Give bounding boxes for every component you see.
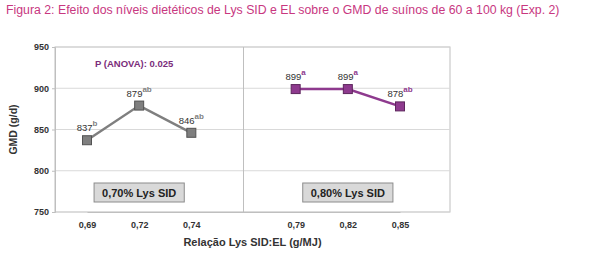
x-tick-label: 0,74 xyxy=(183,220,201,230)
grid-line xyxy=(55,47,450,48)
x-axis-line xyxy=(88,212,401,213)
significance-letter: ab xyxy=(403,85,412,94)
y-tick: 850 xyxy=(34,125,55,135)
data-label: 879 xyxy=(127,88,143,99)
data-label-group: 837b xyxy=(77,119,98,133)
marks xyxy=(83,85,405,145)
x-axis: 0,69 0,72 0,74 0,79 0,82 0,85 xyxy=(79,212,410,230)
annotation: P (ANOVA): 0.025 xyxy=(95,58,174,69)
marker xyxy=(135,101,144,110)
x-tick-label: 0,85 xyxy=(392,220,410,230)
y-axis-line xyxy=(52,48,56,213)
y-tick: 900 xyxy=(34,84,55,94)
significance-letter: a xyxy=(301,68,306,77)
series-line xyxy=(87,106,191,141)
y-tick-mark xyxy=(52,47,55,48)
marker xyxy=(343,85,352,94)
y-tick-label: 850 xyxy=(34,125,49,135)
x-tick: 0,72 xyxy=(131,212,149,230)
x-tick: 0,82 xyxy=(340,212,358,230)
series-name: 0,80% Lys SID xyxy=(311,187,385,199)
y-tick-mark xyxy=(52,88,55,89)
x-tick-label: 0,79 xyxy=(287,220,305,230)
x-tick: 0,69 xyxy=(79,212,97,230)
label-box xyxy=(303,183,393,202)
x-tick: 0,74 xyxy=(183,212,201,230)
labels: 837b879ab846ab899a899a878ab xyxy=(77,68,413,133)
grid xyxy=(55,47,450,212)
y-tick: 750 xyxy=(34,207,55,217)
significance-letter: ab xyxy=(142,85,151,94)
significance-letter: a xyxy=(354,68,359,77)
data-label-group: 879ab xyxy=(127,85,152,99)
x-tick-label: 0,72 xyxy=(131,220,149,230)
y-tick-mark xyxy=(52,212,55,213)
y-axis-title: GMD (g/d) xyxy=(7,104,19,154)
data-label: 837 xyxy=(77,122,93,133)
y-tick-mark xyxy=(52,130,55,131)
label-box xyxy=(94,183,184,202)
y-tick-label: 750 xyxy=(34,207,49,217)
data-label-group: 899a xyxy=(338,68,359,82)
y-axis: 750 800 850 900 950 xyxy=(34,42,56,217)
group-separator xyxy=(243,47,244,212)
data-label-group: 846ab xyxy=(179,112,204,126)
y-tick: 800 xyxy=(34,166,55,176)
x-tick-label: 0,69 xyxy=(79,220,97,230)
data-label: 899 xyxy=(338,71,354,82)
y-tick-mark xyxy=(52,171,55,172)
series-label-box: 0,80% Lys SID xyxy=(303,183,393,202)
x-tick: 0,79 xyxy=(287,212,305,230)
title: Figura 2: Efeito dos níveis dietéticos d… xyxy=(6,3,559,17)
data-label-group: 878ab xyxy=(387,85,412,99)
series-name: 0,70% Lys SID xyxy=(102,187,176,199)
chart: Figura 2: Efeito dos níveis dietéticos d… xyxy=(0,0,600,262)
x-tick: 0,85 xyxy=(392,212,410,230)
grid-line xyxy=(55,212,450,213)
marker xyxy=(187,128,196,137)
marker xyxy=(396,102,405,111)
data-label: 899 xyxy=(286,71,302,82)
data-label: 846 xyxy=(179,115,195,126)
grid-line xyxy=(55,170,450,171)
series-label-box: 0,70% Lys SID xyxy=(94,183,184,202)
x-tick-label: 0,82 xyxy=(340,220,358,230)
significance-letter: ab xyxy=(195,112,204,121)
data-label: 878 xyxy=(387,88,403,99)
y-tick-label: 950 xyxy=(34,42,49,52)
plot-frame xyxy=(55,47,450,212)
marker xyxy=(291,85,300,94)
grid-line xyxy=(55,129,450,130)
marker xyxy=(83,136,92,145)
y-tick-label: 900 xyxy=(34,84,49,94)
data-label-group: 899a xyxy=(286,68,307,82)
significance-letter: b xyxy=(92,119,97,128)
y-tick-label: 800 xyxy=(34,166,49,176)
x-axis-title: Relação Lys SID:EL (g/MJ) xyxy=(183,236,321,248)
y-tick: 950 xyxy=(34,42,55,52)
